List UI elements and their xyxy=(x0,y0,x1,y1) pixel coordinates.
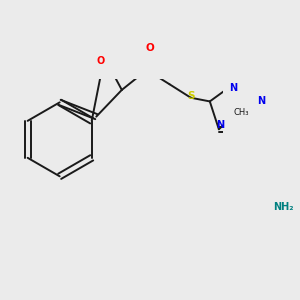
Text: N: N xyxy=(257,96,266,106)
Text: O: O xyxy=(96,56,104,65)
Text: N: N xyxy=(216,120,224,130)
Text: O: O xyxy=(146,43,154,53)
Text: NH₂: NH₂ xyxy=(273,202,294,212)
Text: S: S xyxy=(187,91,195,101)
Text: CH₃: CH₃ xyxy=(233,108,249,117)
Text: N: N xyxy=(229,83,237,94)
